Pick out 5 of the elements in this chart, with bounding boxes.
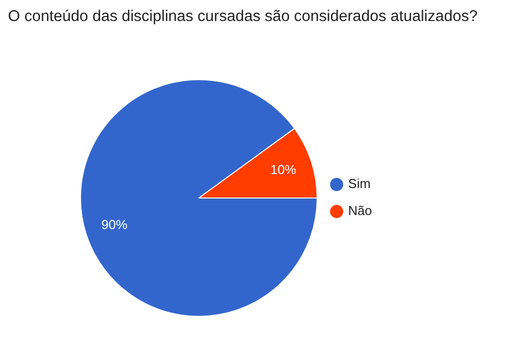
data-label: 90%: [101, 217, 128, 232]
legend-label: Não: [348, 203, 372, 218]
legend-label: Sim: [348, 176, 371, 192]
chart-title: O conteúdo das disciplinas cursadas são considerados atualizados?: [8, 8, 478, 26]
data-label: 10%: [270, 162, 297, 178]
